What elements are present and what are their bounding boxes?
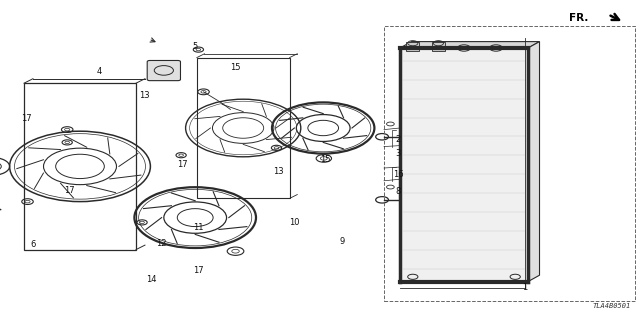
Text: 1: 1 bbox=[522, 284, 527, 292]
Text: 17: 17 bbox=[193, 266, 204, 275]
Text: 3: 3 bbox=[396, 149, 401, 158]
Text: 10: 10 bbox=[289, 218, 300, 227]
Text: TLA4B0501: TLA4B0501 bbox=[592, 303, 630, 309]
Polygon shape bbox=[400, 48, 528, 282]
Bar bbox=[406, 42, 419, 51]
Text: 9: 9 bbox=[340, 237, 345, 246]
Text: 15: 15 bbox=[320, 156, 330, 164]
Text: FR.: FR. bbox=[570, 12, 589, 23]
Text: 14: 14 bbox=[146, 276, 156, 284]
Polygon shape bbox=[400, 42, 540, 48]
Bar bbox=[384, 26, 635, 301]
Bar bbox=[24, 83, 136, 250]
Text: 2: 2 bbox=[396, 135, 401, 144]
Text: 8: 8 bbox=[396, 188, 401, 196]
Text: 17: 17 bbox=[22, 114, 32, 123]
Text: 13: 13 bbox=[139, 92, 149, 100]
Text: 5: 5 bbox=[193, 42, 198, 51]
Text: 16: 16 bbox=[393, 170, 403, 179]
Bar bbox=[197, 58, 290, 198]
Text: 13: 13 bbox=[273, 167, 284, 176]
Text: 11: 11 bbox=[193, 223, 204, 232]
Text: 4: 4 bbox=[97, 68, 102, 76]
Bar bbox=[432, 42, 445, 51]
Text: 17: 17 bbox=[177, 160, 188, 169]
FancyBboxPatch shape bbox=[147, 60, 180, 81]
Text: 6: 6 bbox=[31, 240, 36, 249]
Text: 12: 12 bbox=[156, 239, 166, 248]
Text: 15: 15 bbox=[230, 63, 241, 72]
Text: 17: 17 bbox=[64, 186, 74, 195]
Polygon shape bbox=[528, 42, 540, 282]
